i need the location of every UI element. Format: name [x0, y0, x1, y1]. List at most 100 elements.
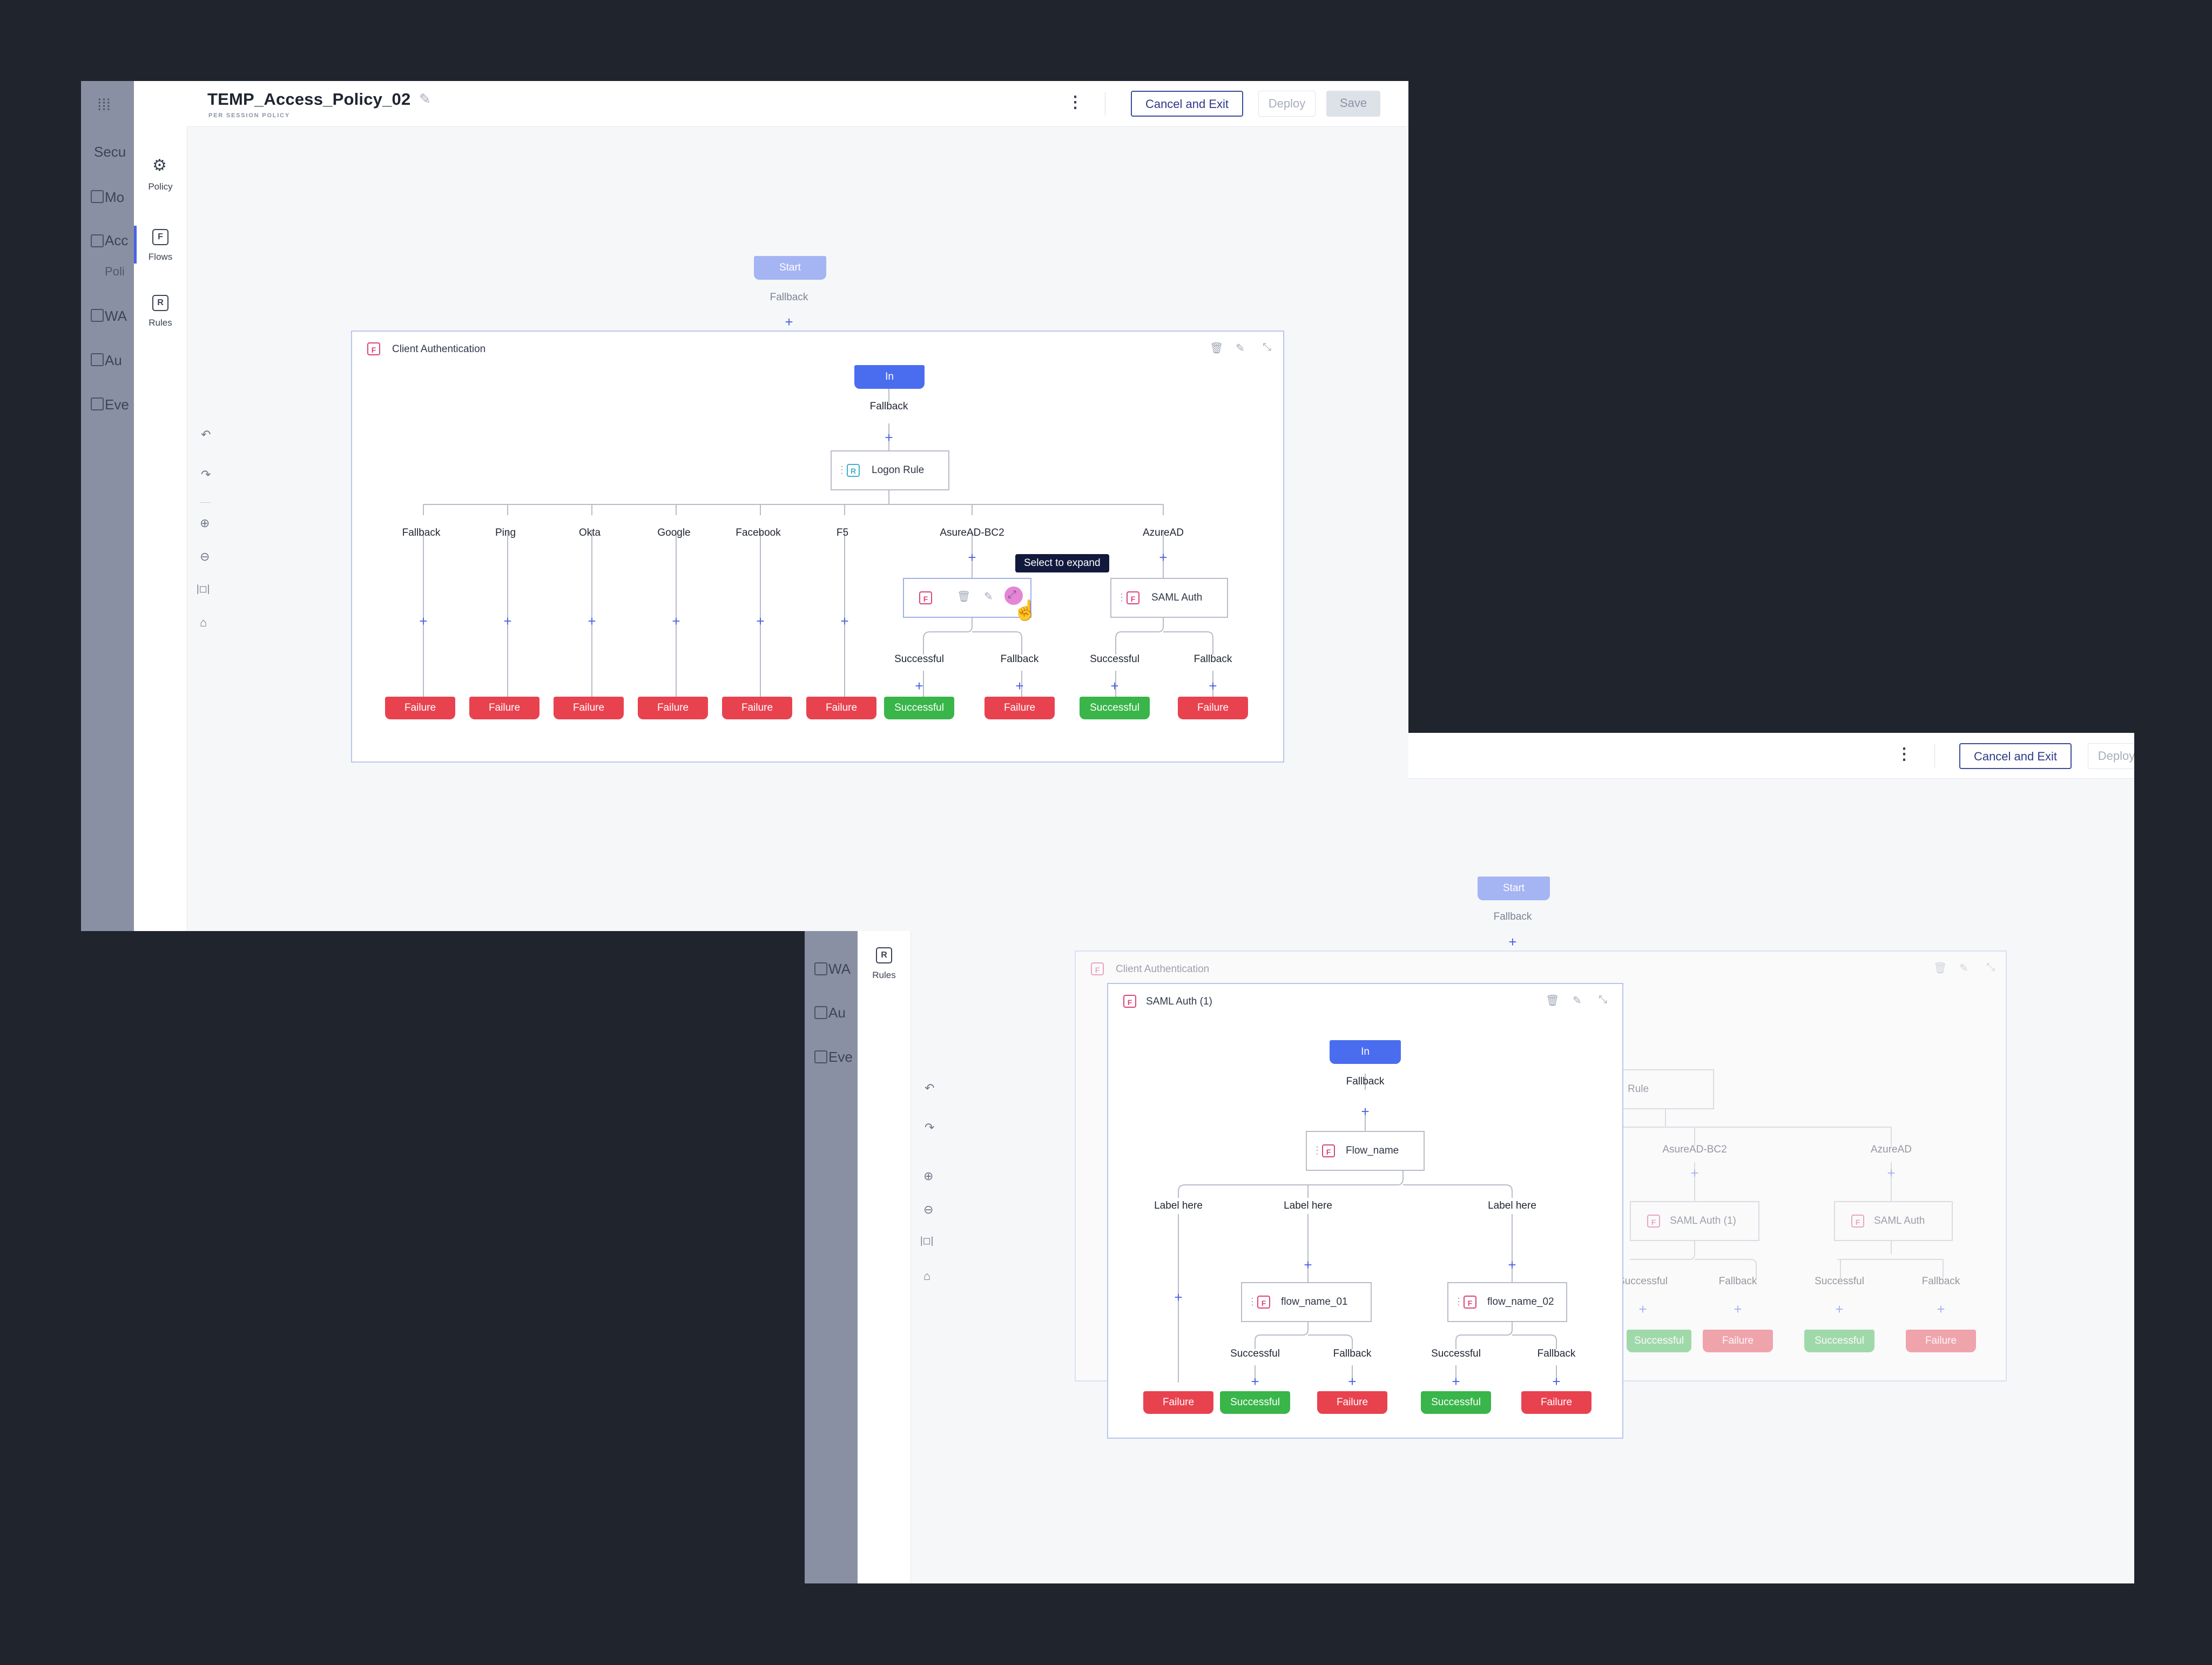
successful-endpoint[interactable]: Successful: [1627, 1330, 1691, 1352]
failure-endpoint[interactable]: Failure: [554, 697, 624, 719]
flow-name-node[interactable]: ⋮ F Flow_name: [1306, 1131, 1425, 1171]
rail-flows[interactable]: F Flows: [134, 226, 187, 264]
save-button[interactable]: Save: [1326, 91, 1380, 117]
nav-item-monitor[interactable]: Mo: [105, 189, 125, 205]
fit-icon[interactable]: |◻|: [197, 583, 210, 594]
rail-policy[interactable]: ⚙ Policy: [134, 158, 187, 192]
trash-icon[interactable]: 🗑: [957, 591, 971, 603]
zoom-in-icon[interactable]: ⊕: [200, 516, 210, 530]
expand-icon[interactable]: ⤢: [1008, 589, 1016, 601]
drag-handle-icon[interactable]: ⋮: [1247, 1296, 1257, 1307]
saml-auth-1-panel[interactable]: F SAML Auth (1) 🗑 ✎ ⤡ In Fallback + ⋮ F …: [1107, 983, 1623, 1439]
failure-endpoint[interactable]: Failure: [1317, 1391, 1387, 1414]
saml-auth-node[interactable]: ⋮ F SAML Auth: [1110, 578, 1228, 618]
add-node-plus[interactable]: +: [1734, 1301, 1742, 1317]
collapse-icon[interactable]: ⤡: [1263, 341, 1271, 353]
add-node-plus[interactable]: +: [1348, 1373, 1357, 1390]
add-node-plus[interactable]: +: [756, 613, 765, 629]
in-node[interactable]: In: [854, 365, 925, 389]
logon-rule-node-partial[interactable]: Rule: [1617, 1069, 1714, 1109]
failure-endpoint[interactable]: Failure: [1521, 1391, 1591, 1414]
add-node-plus[interactable]: +: [503, 613, 512, 629]
add-node-plus[interactable]: +: [1508, 1257, 1516, 1273]
failure-endpoint[interactable]: Failure: [722, 697, 792, 719]
failure-endpoint[interactable]: Failure: [1703, 1330, 1773, 1352]
rail-rules[interactable]: R Rules: [134, 295, 187, 328]
add-node-plus[interactable]: +: [1638, 1301, 1647, 1317]
add-node-plus[interactable]: +: [1552, 1373, 1561, 1390]
deploy-button[interactable]: Deploy: [1258, 91, 1316, 117]
pencil-icon[interactable]: ✎: [1236, 342, 1245, 354]
undo-icon[interactable]: ↶: [201, 428, 211, 441]
rail-rules[interactable]: R Rules: [858, 947, 911, 981]
add-node-plus[interactable]: +: [1887, 1165, 1896, 1181]
nav-item-audit[interactable]: Au: [105, 352, 122, 368]
failure-endpoint[interactable]: Failure: [469, 697, 539, 719]
zoom-out-icon[interactable]: ⊖: [200, 550, 210, 563]
failure-endpoint[interactable]: Failure: [385, 697, 455, 719]
add-node-plus[interactable]: +: [1508, 934, 1517, 950]
trash-icon[interactable]: 🗑: [1210, 342, 1224, 354]
saml-auth-node[interactable]: F SAML Auth: [1834, 1201, 1953, 1241]
add-node-plus[interactable]: +: [672, 613, 680, 629]
in-node[interactable]: In: [1330, 1040, 1401, 1064]
pencil-icon[interactable]: ✎: [1959, 962, 1968, 974]
add-node-plus[interactable]: +: [840, 613, 849, 629]
add-node-plus[interactable]: +: [1015, 678, 1024, 694]
lock-icon[interactable]: ⌂: [923, 1269, 931, 1283]
add-node-plus[interactable]: +: [1452, 1373, 1460, 1390]
successful-endpoint[interactable]: Successful: [1421, 1391, 1491, 1414]
nav-item-access[interactable]: Acc: [105, 232, 129, 248]
add-node-plus[interactable]: +: [1304, 1257, 1312, 1273]
grid-icon[interactable]: ⁞⁞⁞: [97, 96, 111, 114]
add-node-plus[interactable]: +: [1110, 678, 1119, 694]
failure-endpoint[interactable]: Failure: [1143, 1391, 1213, 1414]
failure-endpoint[interactable]: Failure: [806, 697, 876, 719]
kebab-icon[interactable]: ⋮: [1067, 93, 1083, 111]
add-node-plus[interactable]: +: [885, 429, 893, 446]
zoom-in-icon[interactable]: ⊕: [923, 1169, 934, 1183]
collapse-icon[interactable]: ⤡: [1599, 994, 1607, 1006]
nav-subitem-policies[interactable]: Poli: [105, 265, 125, 278]
kebab-icon[interactable]: ⋮: [1896, 745, 1912, 763]
cancel-and-exit-button[interactable]: Cancel and Exit: [1131, 91, 1243, 117]
add-node-plus[interactable]: +: [1159, 549, 1168, 565]
add-node-plus[interactable]: +: [1835, 1301, 1844, 1317]
redo-icon[interactable]: ↷: [925, 1121, 935, 1134]
add-node-plus[interactable]: +: [1209, 678, 1217, 694]
add-node-plus[interactable]: +: [915, 678, 923, 694]
add-node-plus[interactable]: +: [785, 314, 793, 330]
flow-name-01-node[interactable]: ⋮ F flow_name_01: [1241, 1282, 1372, 1322]
trash-icon[interactable]: 🗑: [1546, 995, 1560, 1007]
undo-icon[interactable]: ↶: [925, 1081, 935, 1095]
zoom-out-icon[interactable]: ⊖: [923, 1203, 934, 1216]
add-node-plus[interactable]: +: [1690, 1165, 1699, 1181]
flow-node-hovered[interactable]: F 🗑 ✎ ⤢ ☝: [903, 578, 1037, 620]
drag-handle-icon[interactable]: ⋮: [837, 464, 847, 475]
flow-name-02-node[interactable]: ⋮ F flow_name_02: [1447, 1282, 1567, 1322]
trash-icon[interactable]: 🗑: [1933, 962, 1947, 974]
client-authentication-panel[interactable]: F Client Authentication 🗑 ✎ ⤡ In Fallbac…: [351, 331, 1284, 763]
add-node-plus[interactable]: +: [1937, 1301, 1945, 1317]
successful-endpoint[interactable]: Successful: [884, 697, 954, 719]
add-node-plus[interactable]: +: [968, 549, 976, 565]
nav-item-events[interactable]: Eve: [105, 396, 129, 413]
drag-handle-icon[interactable]: ⋮: [1117, 592, 1127, 603]
drag-handle-icon[interactable]: ⋮: [1454, 1296, 1464, 1307]
cancel-and-exit-button[interactable]: Cancel and Exit: [1959, 743, 2072, 769]
pencil-icon[interactable]: ✎: [984, 591, 993, 603]
add-node-plus[interactable]: +: [419, 613, 428, 629]
add-node-plus[interactable]: +: [1251, 1373, 1259, 1390]
lock-icon[interactable]: ⌂: [200, 616, 207, 629]
successful-endpoint[interactable]: Successful: [1804, 1330, 1874, 1352]
saml-auth-1-node[interactable]: F SAML Auth (1): [1630, 1201, 1759, 1241]
fit-icon[interactable]: |◻|: [920, 1235, 934, 1246]
failure-endpoint[interactable]: Failure: [1178, 697, 1248, 719]
add-node-plus[interactable]: +: [1361, 1103, 1370, 1120]
pencil-icon[interactable]: ✎: [1573, 995, 1582, 1007]
deploy-button[interactable]: Deploy: [2088, 743, 2134, 769]
redo-icon[interactable]: ↷: [201, 468, 211, 481]
add-node-plus[interactable]: +: [588, 613, 596, 629]
failure-endpoint[interactable]: Failure: [638, 697, 708, 719]
start-node[interactable]: Start: [1478, 877, 1550, 900]
